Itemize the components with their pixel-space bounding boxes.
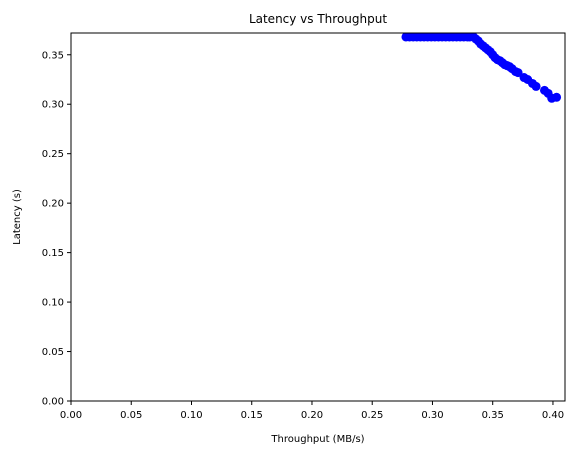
y-tick-label: 0.15 (42, 248, 64, 259)
x-tick-label: 0.40 (542, 410, 564, 421)
x-tick-label: 0.15 (241, 410, 263, 421)
axes-frame (70, 32, 566, 402)
data-point (531, 81, 541, 91)
y-tick-label: 0.30 (42, 100, 64, 111)
x-tick-label: 0.30 (421, 410, 443, 421)
x-tick-label: 0.05 (120, 410, 142, 421)
y-axis-label: Latency (s) (12, 189, 23, 245)
y-tick-label: 0.35 (42, 50, 64, 61)
x-tick-label: 0.00 (60, 410, 82, 421)
y-tick-label: 0.05 (42, 347, 64, 358)
x-axis-ticks: 0.00 0.05 0.10 0.15 0.20 0.25 0.30 0.35 0.40 (60, 401, 564, 421)
y-tick-label: 0.25 (42, 149, 64, 160)
x-tick-label: 0.25 (361, 410, 383, 421)
x-axis-label: Throughput (MB/s) (270, 434, 364, 445)
x-tick-label: 0.10 (180, 410, 202, 421)
y-tick-label: 0.00 (42, 397, 64, 408)
data-point (513, 68, 523, 78)
y-tick-label: 0.20 (42, 199, 64, 210)
data-point (552, 92, 562, 102)
data-points (401, 33, 562, 103)
y-tick-label: 0.10 (42, 298, 64, 309)
y-axis-ticks: 0.00 0.05 0.10 0.15 0.20 0.25 0.30 0.35 (42, 50, 71, 408)
x-tick-label: 0.35 (482, 410, 504, 421)
x-tick-label: 0.20 (301, 410, 323, 421)
chart-title: Latency vs Throughput (249, 12, 387, 26)
